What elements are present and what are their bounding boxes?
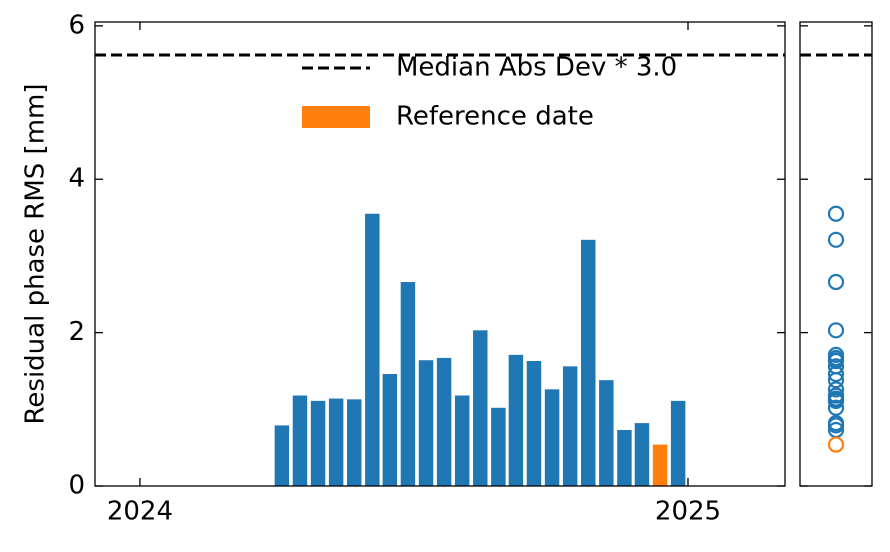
rms-point: [827, 205, 845, 222]
x-tick-label: 2024: [107, 497, 173, 527]
y-axis-label: Residual phase RMS [mm]: [21, 84, 51, 425]
bar: [599, 380, 614, 486]
y-tick-label: 4: [68, 164, 85, 194]
bar: [418, 360, 434, 486]
bar: [473, 330, 488, 486]
rms-point: [827, 273, 845, 291]
bar: [544, 389, 560, 486]
bar: [346, 399, 362, 486]
bar: [652, 444, 668, 486]
y-tick-label: 6: [68, 10, 85, 40]
rms-point: [827, 372, 845, 389]
x-tick-label: 2025: [655, 497, 721, 527]
bar: [526, 360, 542, 486]
rms-point: [827, 392, 845, 409]
rms-point: [827, 352, 845, 370]
bar: [365, 213, 380, 486]
plot-frame: [94, 21, 786, 487]
y-tick-label: 0: [68, 471, 85, 501]
legend-label: Median Abs Dev * 3.0: [396, 53, 677, 83]
rms-point: [827, 399, 845, 416]
rms-point: [827, 436, 845, 453]
bar: [454, 395, 470, 486]
y-tick-label: 2: [68, 317, 85, 347]
bar: [328, 398, 344, 486]
rms-point: [827, 381, 845, 398]
bar: [617, 430, 632, 486]
bar: [634, 423, 650, 486]
rms-point: [827, 322, 845, 339]
legend-swatch: [302, 106, 370, 128]
bar: [292, 395, 308, 486]
rms-point: [827, 415, 845, 432]
bar: [581, 239, 596, 486]
legend-label: Reference date: [396, 102, 594, 132]
rms-point: [827, 231, 845, 248]
bar: [670, 400, 686, 486]
bar: [436, 357, 452, 486]
bar: [310, 400, 326, 486]
bar: [382, 374, 398, 486]
rms-point: [827, 346, 845, 363]
side-frame: [799, 21, 873, 487]
bar: [274, 425, 290, 486]
bar: [400, 281, 416, 486]
bar: [562, 366, 578, 486]
bar: [508, 354, 524, 486]
bar: [491, 407, 506, 486]
rms-point: [827, 387, 845, 404]
